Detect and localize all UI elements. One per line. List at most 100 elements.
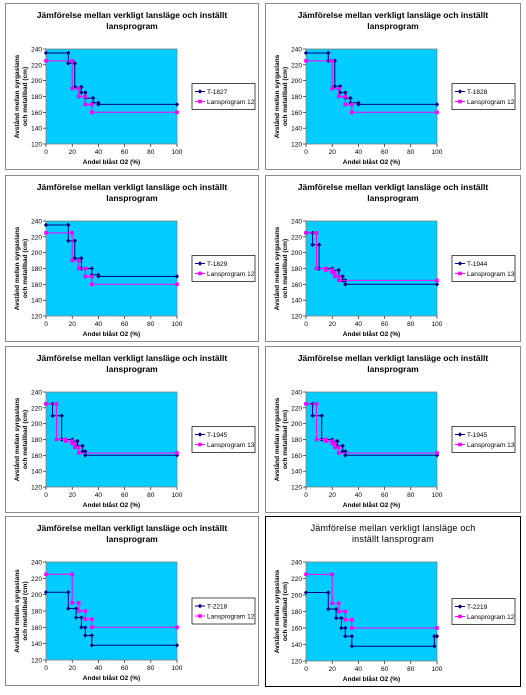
y-tick-label: 120 [291,485,302,492]
data-point [96,274,101,279]
y-tick-label: 160 [31,453,42,460]
y-tick-label: 140 [31,469,42,476]
x-tick-label: 20 [69,321,77,328]
data-point [70,231,74,235]
data-point [70,572,74,577]
data-point [80,443,85,449]
data-point [76,445,81,450]
x-tick-label: 20 [329,149,337,156]
y-tick-label: 180 [31,437,42,444]
data-point [76,601,81,605]
x-tick-label: 60 [121,492,129,499]
data-point [330,270,334,275]
data-point [343,94,348,99]
x-tick-label: 80 [147,321,155,328]
y-tick-label: 200 [31,78,42,85]
y-axis-label: Avstånd mellan syrgaslansoch metallbad (… [273,226,289,310]
legend-marker [198,271,202,276]
data-point [44,59,48,63]
data-point [76,86,81,91]
data-point [333,445,337,450]
y-tick-label: 120 [31,142,42,149]
x-tick-label: 80 [147,492,155,499]
data-point [175,282,179,287]
data-point [337,90,343,95]
data-point [50,413,55,418]
y-tick-label: 160 [291,626,302,633]
data-point [83,90,88,95]
y-tick-label: 160 [31,110,42,117]
y-tick-label: 200 [291,593,302,600]
x-tick-label: 40 [355,321,363,328]
y-tick-label: 220 [291,576,302,583]
x-tick-label: 0 [44,665,48,672]
y-axis-label-line: Avstånd mellan syrgaslans [273,569,281,653]
plot-area [45,220,178,317]
y-tick-label: 240 [31,560,42,567]
x-tick-label: 100 [172,321,183,328]
y-tick-label: 180 [31,94,42,101]
legend-label: T-1827 [207,89,228,96]
legend-label: T-1829 [207,261,228,268]
chart-svg: 120 140 160 180 200 220 240 0 20 40 60 80 100 Andel b… [273,390,516,509]
data-point [314,402,319,406]
data-point [79,90,84,95]
data-point [330,59,334,63]
y-axis-label: Avstånd mellan syrgaslansoch metallbad (… [273,397,289,481]
legend-marker [457,89,463,94]
x-tick-label: 0 [304,321,308,328]
y-axis-label-line: och metallbad (cm) [282,582,289,641]
y-axis-label-line: och metallbad (cm) [282,67,289,126]
x-axis-label: Andel blåst O2 (%) [343,330,400,338]
y-tick-label: 220 [31,405,42,412]
data-point [43,50,49,56]
y-tick-label: 220 [291,234,302,241]
y-tick-label: 240 [31,47,42,54]
y-axis-label: Avstånd mellan syrgaslansoch metallbad (… [13,397,29,481]
data-point [333,274,337,279]
data-point [304,402,308,406]
data-point [349,634,355,639]
y-tick-label: 240 [291,47,302,54]
data-point [72,238,78,243]
x-axis-label: Andel blåst O2 (%) [83,674,140,682]
x-tick-label: 100 [432,149,443,156]
data-point [79,615,84,620]
data-point [434,634,440,639]
y-tick-label: 240 [31,390,42,397]
legend-marker [197,603,203,609]
legend-label: T-1945 [207,432,228,439]
data-point [83,617,88,621]
y-tick-label: 140 [291,298,302,305]
legend-marker [458,271,462,276]
x-axis-label: Andel blåst O2 (%) [343,675,400,683]
data-point [336,274,341,279]
data-point [76,451,81,455]
x-tick-label: 40 [355,666,363,673]
y-tick-label: 160 [31,282,42,289]
legend-marker [457,432,463,437]
y-axis-label-line: och metallbad (cm) [22,67,29,126]
x-tick-label: 60 [121,149,129,156]
x-tick-label: 60 [381,321,389,328]
x-tick-label: 100 [432,492,443,499]
data-point [43,222,49,228]
y-tick-label: 220 [31,576,42,583]
data-point [90,110,94,115]
data-point [314,266,319,271]
chart-title: Jämförelse mellan verkligt lansläge och … [36,182,228,203]
data-point [90,617,94,621]
chart-panel-2: Jämförelse mellan verkligt lansläge och … [265,3,521,170]
data-point [66,222,71,228]
data-point [83,449,88,454]
data-point [90,102,94,107]
data-point [310,413,315,418]
data-point [333,270,337,275]
data-point [340,449,345,454]
data-point [340,443,345,449]
y-tick-label: 220 [291,405,302,412]
y-tick-label: 240 [291,219,302,226]
data-point [336,451,341,455]
y-axis-label-line: Avstånd mellan syrgaslans [13,397,21,481]
data-point [83,266,88,271]
